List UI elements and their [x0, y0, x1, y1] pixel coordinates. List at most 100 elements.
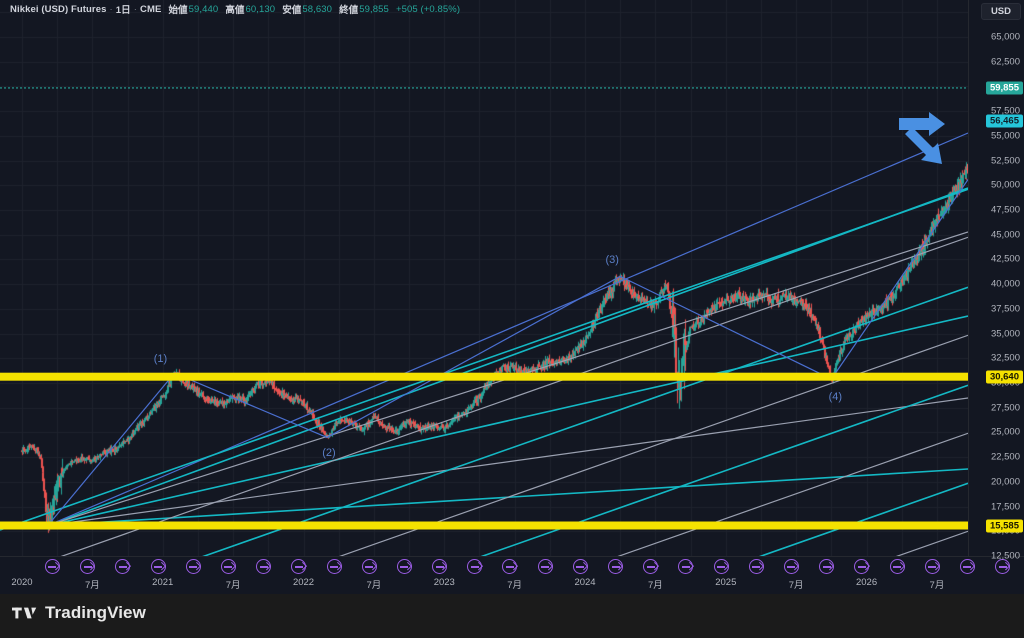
event-marker-icon[interactable] [748, 559, 764, 574]
event-marker-icon[interactable] [678, 559, 694, 574]
event-marker-icon[interactable] [220, 559, 236, 574]
level-band-15585[interactable] [0, 521, 968, 530]
time-tick-label: 7月 [507, 580, 523, 591]
symbol-name[interactable]: Nikkei (USD) Futures [10, 3, 107, 15]
legend-separator-1: · [109, 3, 113, 15]
time-tick-label: 7月 [84, 580, 100, 591]
event-marker-icon[interactable] [502, 559, 518, 574]
price-tick: 25,000 [990, 426, 1020, 438]
open-label: 始値 [168, 5, 188, 16]
price-change: +505 (+0.85%) [395, 3, 461, 15]
event-marker-icon[interactable] [326, 559, 342, 574]
price-tick: 50,000 [990, 179, 1020, 191]
event-marker-icon[interactable] [44, 559, 60, 574]
price-tick: 35,000 [990, 328, 1020, 340]
time-tick-label: 7月 [225, 580, 241, 591]
drawing-overlay [0, 87, 968, 556]
legend-separator-2: · [133, 3, 138, 15]
event-marker-icon[interactable] [959, 559, 975, 574]
time-tick-label: 2026 [855, 577, 878, 588]
event-marker-icon[interactable] [854, 559, 870, 574]
event-marker-icon[interactable] [467, 559, 483, 574]
exchange-label: CME [140, 3, 162, 15]
current-price-pill[interactable]: 59,855 [985, 81, 1023, 95]
price-tick: 57,500 [990, 105, 1020, 117]
price-tick: 22,500 [990, 451, 1020, 463]
channel-line[interactable] [0, 432, 968, 556]
fan-line[interactable] [47, 397, 968, 527]
channel-line[interactable] [0, 286, 968, 556]
event-marker-icon[interactable] [608, 559, 624, 574]
event-marker-icon[interactable] [150, 559, 166, 574]
price-scale[interactable]: USD 67,50065,00062,50060,00057,50055,000… [968, 0, 1024, 562]
time-tick-label: 2025 [715, 577, 737, 588]
tradingview-glyph-icon [12, 607, 37, 619]
event-marker-icon[interactable] [256, 559, 272, 574]
price-tick: 37,500 [990, 303, 1020, 315]
low-label: 安値 [282, 5, 302, 16]
fan-line-blue[interactable] [47, 132, 968, 527]
time-tick-label: 2023 [433, 577, 455, 588]
event-marker-icon[interactable] [924, 559, 940, 574]
currency-badge[interactable]: USD [980, 3, 1021, 20]
event-marker-icon[interactable] [537, 559, 553, 574]
close-label: 終値 [339, 5, 359, 16]
time-tick-label: 2024 [574, 577, 596, 588]
event-marker-icon[interactable] [995, 559, 1011, 574]
level-pill-30640[interactable]: 30,640 [985, 370, 1023, 384]
time-tick-label: 2020 [11, 577, 33, 588]
event-marker-icon[interactable] [713, 559, 729, 574]
fan-line[interactable] [47, 187, 968, 527]
close-value: 59,855 [359, 3, 389, 15]
price-tick: 45,000 [990, 229, 1020, 241]
event-marker-icon[interactable] [432, 559, 448, 574]
event-marker-icon[interactable] [291, 559, 307, 574]
event-marker-icon[interactable] [80, 559, 96, 574]
event-marker-icon[interactable] [396, 559, 412, 574]
price-tick: 40,000 [990, 278, 1020, 290]
price-tick: 32,500 [990, 352, 1020, 364]
event-marker-icon[interactable] [783, 559, 799, 574]
price-tick: 55,000 [990, 130, 1020, 142]
event-marker-icon[interactable] [361, 559, 377, 574]
time-tick-label: 7月 [788, 580, 804, 591]
channel-line[interactable] [0, 236, 968, 556]
event-marker-icon[interactable] [643, 559, 659, 574]
price-tick: 17,500 [990, 501, 1020, 513]
time-tick-label: 7月 [648, 580, 663, 591]
candlestick-canvas [0, 0, 968, 556]
event-marker-icon[interactable] [819, 559, 835, 574]
channel-line[interactable] [0, 384, 968, 556]
event-marker-icon[interactable] [185, 559, 201, 574]
event-marker-icon[interactable] [889, 559, 905, 574]
event-marker-icon[interactable] [115, 559, 131, 574]
elliott-wave-path [47, 178, 968, 526]
tradingview-logo[interactable]: TradingView [12, 603, 146, 623]
highlight-price-pill[interactable]: 56,465 [985, 114, 1023, 128]
chart-legend[interactable]: Nikkei (USD) Futures · 1日 · CME 始値 59,44… [0, 0, 460, 18]
brand-name: TradingView [45, 603, 146, 622]
footer-bar: TradingView [0, 594, 1024, 638]
high-value: 60,130 [245, 3, 276, 15]
price-tick: 12,500 [990, 550, 1020, 562]
time-tick-label: 7月 [929, 580, 945, 591]
price-tick: 62,500 [990, 56, 1020, 68]
channel-line[interactable] [0, 482, 968, 556]
time-scale[interactable]: 2020 7月 2021 7月 2022 7月 2023 7月 2024 7月 2025 7月 2026… [0, 556, 1024, 595]
open-value: 59,440 [188, 3, 219, 15]
price-tick: 47,500 [990, 204, 1020, 216]
price-tick: 52,500 [990, 155, 1020, 167]
channel-line[interactable] [0, 188, 968, 531]
fan-line[interactable] [47, 315, 968, 527]
level-band-30640[interactable] [0, 372, 968, 381]
event-marker-icon[interactable] [572, 559, 588, 574]
time-tick-label: 7月 [366, 580, 382, 591]
block-arrow-right[interactable] [899, 112, 945, 136]
level-pill-15585[interactable]: 15,585 [985, 519, 1023, 532]
block-arrow-down-right[interactable] [905, 127, 942, 164]
interval-label[interactable]: 1日 [115, 5, 131, 16]
channel-line[interactable] [0, 334, 968, 556]
time-tick-label: 2021 [152, 577, 174, 588]
chart-plot-area[interactable]: (1) (2) (3) (4) [0, 0, 968, 556]
